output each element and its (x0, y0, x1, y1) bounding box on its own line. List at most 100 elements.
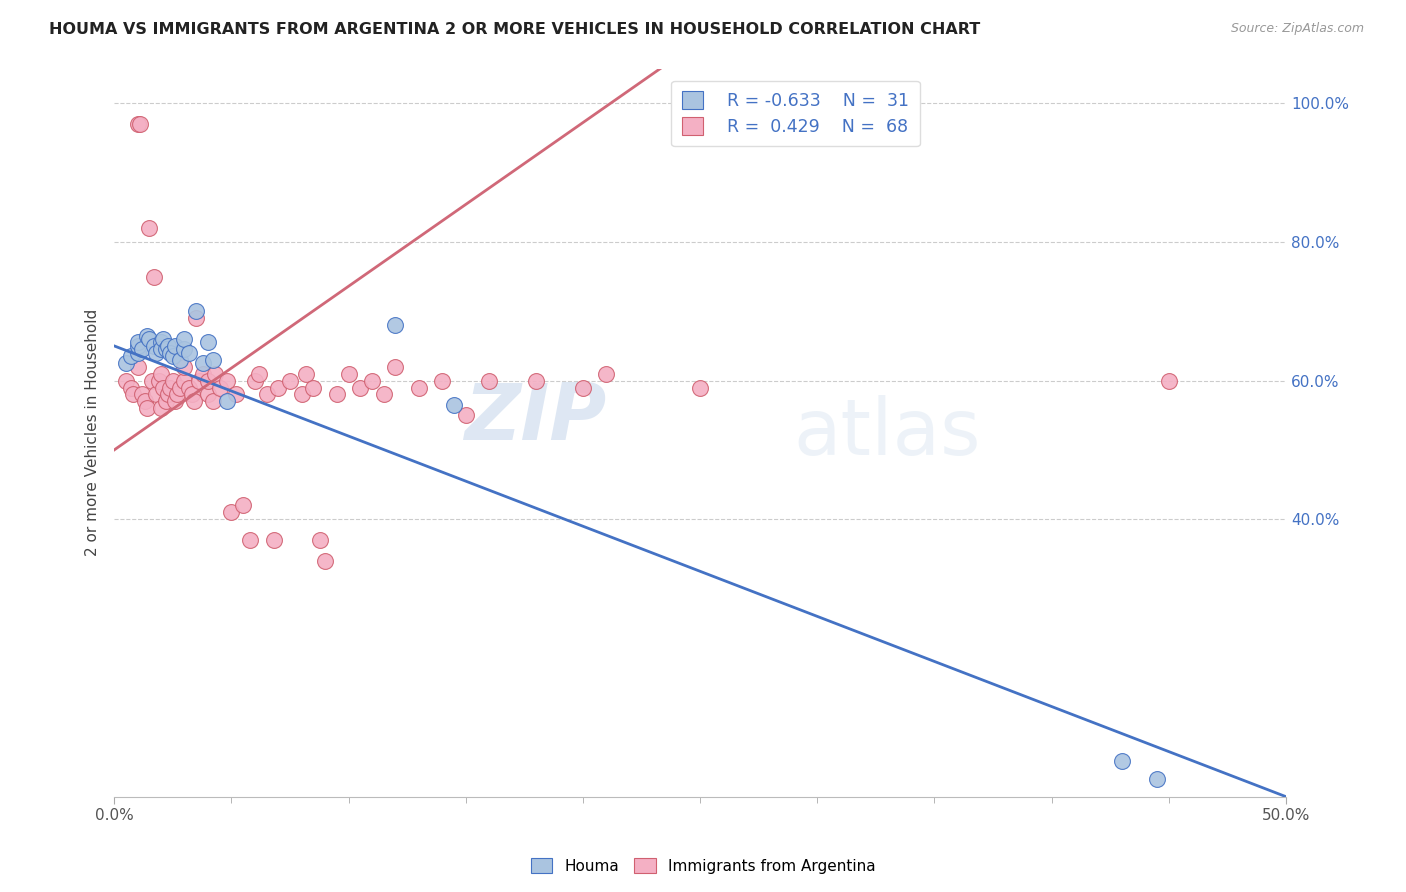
Point (1111, 754, 1133, 768)
Point (408, 380, 430, 394)
Y-axis label: 2 or more Vehicles in Household: 2 or more Vehicles in Household (86, 309, 100, 557)
Point (162, 349, 184, 363)
Point (215, 374, 238, 388)
Point (152, 380, 174, 394)
Point (157, 339, 180, 353)
Point (173, 343, 195, 357)
Point (136, 328, 159, 343)
Point (145, 387, 167, 401)
Point (204, 367, 226, 381)
Text: HOUMA VS IMMIGRANTS FROM ARGENTINA 2 OR MORE VEHICLES IN HOUSEHOLD CORRELATION C: HOUMA VS IMMIGRANTS FROM ARGENTINA 2 OR … (49, 22, 980, 37)
Point (524, 374, 547, 388)
Point (127, 339, 149, 353)
Point (127, 335, 149, 350)
Point (179, 380, 201, 394)
Point (384, 318, 406, 332)
Point (201, 352, 224, 367)
Point (267, 380, 290, 394)
Point (186, 311, 208, 326)
Point (256, 387, 278, 401)
Point (127, 346, 149, 360)
Point (150, 401, 173, 416)
Point (150, 367, 173, 381)
Point (326, 387, 349, 401)
Point (373, 387, 395, 401)
Point (173, 359, 195, 374)
Text: ZIP: ZIP (464, 380, 606, 456)
Point (193, 367, 215, 381)
Point (150, 335, 173, 350)
Text: atlas: atlas (794, 394, 981, 471)
Point (361, 374, 384, 388)
Point (115, 356, 138, 370)
Point (165, 394, 187, 409)
Point (159, 346, 181, 360)
Point (148, 374, 170, 388)
Point (159, 380, 181, 394)
Text: Source: ZipAtlas.com: Source: ZipAtlas.com (1230, 22, 1364, 36)
Point (225, 387, 247, 401)
Point (120, 380, 142, 394)
Point (180, 387, 202, 401)
Point (169, 380, 191, 394)
Point (1157, 374, 1180, 388)
Point (127, 117, 149, 131)
Point (131, 343, 153, 357)
Point (384, 359, 406, 374)
Point (155, 343, 177, 357)
Point (150, 343, 173, 357)
Point (291, 387, 314, 401)
Legend: Houma, Immigrants from Argentina: Houma, Immigrants from Argentina (524, 852, 882, 880)
Point (122, 387, 145, 401)
Point (129, 117, 152, 131)
Point (197, 374, 219, 388)
Point (141, 374, 163, 388)
Point (165, 339, 187, 353)
Point (249, 367, 271, 381)
Point (162, 374, 184, 388)
Point (201, 394, 224, 409)
Point (115, 374, 138, 388)
Point (138, 332, 160, 346)
Point (120, 349, 142, 363)
Point (186, 304, 208, 318)
Point (309, 533, 332, 547)
Point (136, 401, 159, 416)
Legend:   R = -0.633    N =  31,   R =  0.429    N =  68: R = -0.633 N = 31, R = 0.429 N = 68 (671, 81, 920, 146)
Point (302, 380, 325, 394)
Point (689, 380, 711, 394)
Point (443, 398, 465, 412)
Point (595, 367, 617, 381)
Point (193, 356, 215, 370)
Point (173, 374, 195, 388)
Point (295, 367, 318, 381)
Point (278, 374, 301, 388)
Point (572, 380, 595, 394)
Point (169, 352, 191, 367)
Point (187, 374, 209, 388)
Point (349, 380, 371, 394)
Point (208, 380, 231, 394)
Point (314, 554, 336, 568)
Point (143, 339, 166, 353)
Point (432, 374, 454, 388)
Point (239, 533, 262, 547)
Point (179, 346, 201, 360)
Point (197, 387, 219, 401)
Point (454, 409, 477, 423)
Point (134, 394, 156, 409)
Point (152, 332, 174, 346)
Point (263, 533, 285, 547)
Point (157, 387, 180, 401)
Point (131, 387, 153, 401)
Point (138, 221, 160, 235)
Point (232, 499, 254, 513)
Point (127, 359, 149, 374)
Point (155, 394, 177, 409)
Point (143, 269, 166, 284)
Point (221, 505, 243, 519)
Point (183, 394, 205, 409)
Point (478, 374, 501, 388)
Point (1146, 772, 1168, 787)
Point (215, 394, 238, 409)
